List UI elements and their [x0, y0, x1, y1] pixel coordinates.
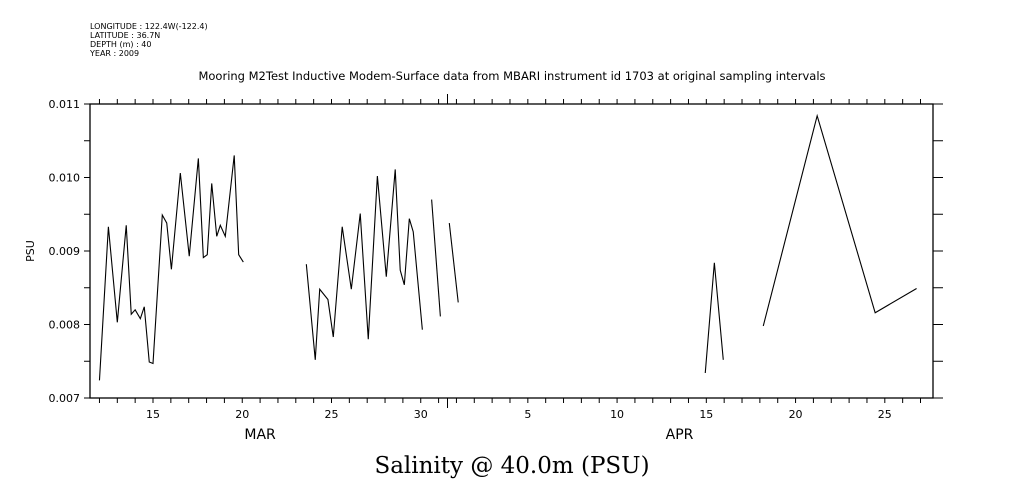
- data-lines: [98, 113, 917, 381]
- salinity-series-segment: [98, 155, 244, 381]
- x-tick-label: 20: [235, 408, 249, 421]
- longitude-label: LONGITUDE : 122.4W(-122.4): [90, 22, 208, 31]
- y-axis-label: PSU: [24, 240, 37, 262]
- month-label: MAR: [244, 427, 276, 443]
- y-tick-label: 0.010: [49, 172, 81, 185]
- y-tick-label: 0.011: [49, 98, 81, 111]
- x-tick-label: 30: [414, 408, 428, 421]
- y-tick-label: 0.007: [49, 392, 81, 405]
- plot-frame: [89, 103, 934, 399]
- salinity-series-segment: [448, 223, 459, 303]
- x-tick-label: 10: [610, 408, 624, 421]
- chart-title: Mooring M2Test Inductive Modem-Surface d…: [198, 69, 826, 83]
- x-tick-label: 20: [789, 408, 803, 421]
- salinity-series-segment: [762, 113, 917, 327]
- y-tick-label: 0.008: [49, 319, 81, 332]
- header-info: LONGITUDE : 122.4W(-122.4) LATITUDE : 36…: [90, 22, 208, 58]
- latitude-label: LATITUDE : 36.7N: [90, 31, 161, 40]
- y-tick-label: 0.009: [49, 245, 81, 258]
- salinity-series-segment: [431, 199, 441, 317]
- salinity-series-segment: [704, 262, 724, 374]
- x-tick-label: 15: [146, 408, 160, 421]
- year-label: YEAR : 2009: [90, 49, 140, 58]
- x-tick-label: 15: [699, 408, 713, 421]
- x-tick-label: 25: [878, 408, 892, 421]
- month-label: APR: [666, 427, 694, 443]
- salinity-series-segment: [305, 169, 423, 360]
- axes: 15 20 25 30 5 10 15 20 25 MAR APR 0.007 0.008 0.009 0.…: [49, 94, 943, 443]
- x-tick-label: 25: [324, 408, 338, 421]
- x-tick-label: 5: [524, 408, 531, 421]
- bottom-title: Salinity @ 40.0m (PSU): [374, 453, 650, 479]
- depth-label: DEPTH (m) : 40: [90, 40, 152, 49]
